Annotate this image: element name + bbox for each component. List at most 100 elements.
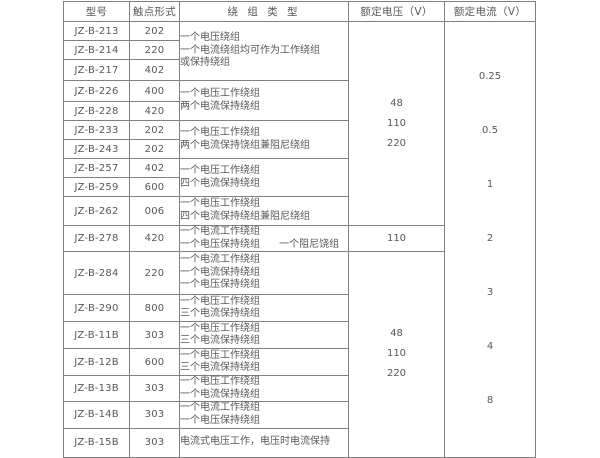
rated-current-stack: 0.25 0.5 1 2 3 4 8	[445, 50, 535, 428]
cell-model: JZ-B-290	[63, 294, 130, 323]
winding-line: 一个电压保持绕组 一个阻尼饶组	[180, 238, 340, 250]
cell-contact-form: 400	[129, 80, 180, 102]
cell-winding-type: 电流式电压工作，电压时电流保持	[179, 427, 349, 458]
winding-line: 一个电压工作绕组	[180, 126, 260, 138]
column-header-rated-current: 额定电流（V）	[444, 1, 536, 22]
winding-line: 一个电流工作绕组	[180, 254, 260, 266]
cell-winding-type: 一个电压工作绕组 三个电流保持绕组	[179, 321, 349, 350]
cell-contact-form: 600	[129, 348, 180, 377]
cell-winding-type: 一个电压工作绕组 两个电流保持绕组	[179, 80, 349, 121]
table-row: JZ-B-259 600	[63, 177, 536, 197]
table-row: JZ-B-214 220	[63, 40, 536, 60]
cell-model: JZ-B-278	[63, 224, 130, 253]
winding-line: 一个电压工作绕组	[180, 198, 260, 210]
rated-voltage-value: 110	[386, 232, 407, 244]
cell-contact-form: 202	[129, 120, 180, 140]
cell-winding-type: 一个电压工作绕组 一个电流保持绕组	[179, 375, 349, 403]
winding-line: 一个电压工作绕组	[180, 295, 260, 307]
table-row: JZ-B-243 202	[63, 139, 536, 159]
cell-contact-form: 420	[129, 224, 180, 253]
cell-model: JZ-B-12B	[63, 348, 130, 377]
winding-line: 或保持绕组	[180, 57, 230, 69]
cell-winding-type: 一个电流工作绕组 一个电压保持绕组 一个阻尼饶组	[179, 224, 349, 253]
cell-model: JZ-B-217	[63, 59, 130, 81]
cell-model: JZ-B-233	[63, 120, 130, 140]
winding-line: 三个电流保持绕组	[180, 335, 260, 347]
table-row: JZ-B-226 400 一个电压工作绕组 两个电流保持绕组	[63, 80, 536, 121]
cell-contact-form: 402	[129, 59, 180, 81]
winding-line: 一个电压工作绕组	[180, 164, 260, 176]
cell-contact-form: 303	[129, 375, 180, 403]
cell-contact-form: 202	[129, 139, 180, 159]
table-header: 型号 触点形式 绕 组 类 型 额定电压（V） 额定电流（V）	[63, 1, 536, 22]
winding-line: 一个电压工作绕组	[180, 322, 260, 334]
cell-winding-type: 一个电压工作绕组 三个电流保持绕组	[179, 348, 349, 377]
rated-current-value: 2	[486, 233, 494, 245]
winding-line: 三个电流保持绕组	[180, 362, 260, 374]
cell-winding-type: 一个电压工作绕组 四个电流保持绕组兼阻尼绕组	[179, 196, 349, 226]
cell-contact-form: 303	[129, 321, 180, 350]
cell-contact-form: 402	[129, 158, 180, 178]
table-row: JZ-B-213 202 一个电压绕组 一个电流绕组均可作为工作绕组 或保持绕组 48 11…	[63, 21, 536, 458]
table-row: JZ-B-278 420 一个电流工作绕组 一个电压保持绕组 一个阻尼饶组 110	[63, 224, 536, 253]
winding-line: 一个电流绕组均可作为工作绕组	[180, 44, 320, 56]
winding-line: 一个电压保持绕组	[180, 279, 260, 291]
table-row: JZ-B-290 800 一个电压工作绕组 三个电流保持绕组	[63, 294, 536, 323]
column-header-winding-type: 绕 组 类 型	[179, 1, 349, 22]
winding-line: 一个电流保持绕组	[180, 266, 260, 278]
cell-model: JZ-B-214	[63, 40, 130, 60]
cell-model: JZ-B-15B	[63, 427, 130, 458]
cell-winding-type: 一个电压工作绕组 三个电流保持绕组	[179, 294, 349, 323]
header-row: 型号 触点形式 绕 组 类 型 额定电压（V） 额定电流（V）	[63, 1, 536, 22]
table-row: JZ-B-233 202 一个电压工作绕组 两个电流保持饶组兼阻尼绕组	[63, 120, 536, 159]
table-body: JZ-B-213 202 一个电压绕组 一个电流绕组均可作为工作绕组 或保持绕组 48 11…	[63, 21, 536, 458]
cell-contact-form: 303	[129, 401, 180, 429]
winding-line: 四个电流保持绕组兼阻尼绕组	[180, 211, 310, 222]
relay-specification-table: 型号 触点形式 绕 组 类 型 额定电压（V） 额定电流（V） JZ-B-213…	[63, 1, 536, 458]
cell-winding-type: 一个电流工作绕组 一个电压保持绕组	[179, 401, 349, 429]
cell-model: JZ-B-259	[63, 177, 130, 197]
cell-model: JZ-B-13B	[63, 375, 130, 403]
winding-line: 一个电压工作绕组	[180, 349, 260, 361]
rated-voltage-value: 110	[386, 117, 407, 129]
cell-model: JZ-B-243	[63, 139, 130, 159]
cell-winding-type: 一个电压工作绕组 四个电流保持绕组	[179, 158, 349, 197]
table-row: JZ-B-11B 303 一个电压工作绕组 三个电流保持绕组	[63, 321, 536, 350]
winding-line: 一个电流工作绕组	[180, 402, 260, 414]
table-row: JZ-B-228 420	[63, 101, 536, 121]
cell-winding-type: 一个电压工作绕组 两个电流保持饶组兼阻尼绕组	[179, 120, 349, 159]
cell-rated-current: 0.25 0.5 1 2 3 4 8	[444, 21, 536, 458]
cell-model: JZ-B-14B	[63, 401, 130, 429]
rated-current-value: 4	[486, 341, 494, 353]
rated-voltage-value: 48	[390, 328, 403, 340]
cell-contact-form: 202	[129, 21, 180, 41]
cell-contact-form: 220	[129, 40, 180, 60]
cell-model: JZ-B-213	[63, 21, 130, 41]
rated-current-value: 3	[486, 287, 494, 299]
winding-line: 三个电流保持绕组	[180, 308, 260, 320]
cell-model: JZ-B-11B	[63, 321, 130, 350]
cell-contact-form: 600	[129, 177, 180, 197]
rated-current-value: 0.5	[482, 125, 498, 137]
rated-current-value: 1	[486, 179, 494, 191]
column-header-contact-form: 触点形式	[129, 1, 180, 22]
cell-contact-form: 303	[129, 427, 180, 458]
winding-line: 四个电流保持绕组	[180, 177, 260, 189]
table-row: JZ-B-12B 600 一个电压工作绕组 三个电流保持绕组	[63, 348, 536, 377]
cell-model: JZ-B-226	[63, 80, 130, 102]
rated-voltage-value: 220	[386, 368, 407, 380]
winding-line: 一个电压工作绕组	[180, 376, 260, 388]
rated-voltage-value: 220	[386, 137, 407, 149]
cell-contact-form: 220	[129, 251, 180, 296]
rated-current-value: 0.25	[478, 71, 502, 83]
winding-line: 一个电压绕组	[180, 32, 240, 44]
rated-voltage-value: 110	[386, 348, 407, 360]
column-header-rated-voltage: 额定电压（V）	[348, 1, 445, 22]
column-header-model: 型号	[63, 1, 130, 22]
cell-model: JZ-B-284	[63, 251, 130, 296]
cell-rated-voltage: 110	[348, 224, 445, 253]
cell-rated-voltage: 48 110 220	[348, 21, 445, 226]
cell-winding-type: 一个电压绕组 一个电流绕组均可作为工作绕组 或保持绕组	[179, 21, 349, 81]
winding-line: 一个电压工作绕组	[180, 87, 260, 99]
winding-line: 电流式电压工作，电压时电流保持	[180, 436, 330, 448]
